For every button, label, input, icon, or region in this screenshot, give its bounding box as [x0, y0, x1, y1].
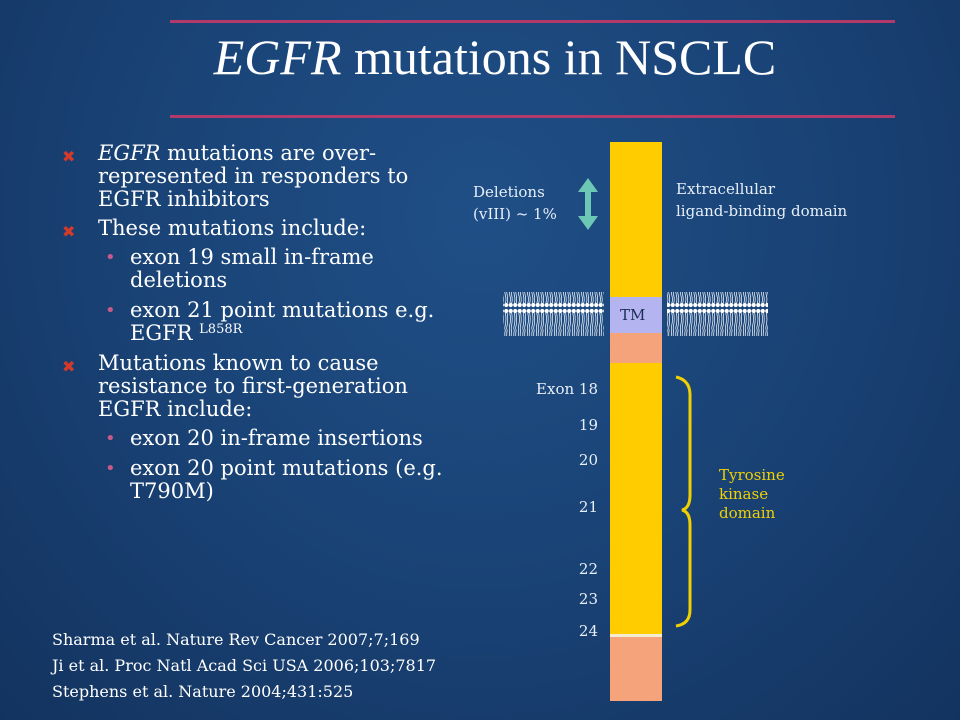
tm-label: TM [620, 306, 646, 324]
bullet-text: exon 21 point mutations e.g. EGFR [130, 298, 435, 345]
kinase-end-line [610, 634, 662, 637]
exon-label: 24 [578, 622, 598, 640]
bullet-item: ✖ EGFR mutations are over-represented in… [60, 142, 450, 211]
bullet-item: ✖ Mutations known to cause resistance to… [60, 352, 450, 421]
exon-label: Exon 18 [536, 380, 598, 398]
sub-bullet-item: • exon 21 point mutations e.g. EGFR L858… [60, 299, 450, 345]
tk-line: kinase [719, 485, 769, 503]
sub-bullet-item: • exon 19 small in-frame deletions [60, 246, 450, 292]
kinase-bracket [675, 375, 692, 628]
extracellular-line: ligand-binding domain [676, 202, 848, 220]
deletions-label: Deletions (vIII) ~ 1% [473, 181, 557, 225]
bullet-text: These mutations include: [98, 216, 367, 240]
exon-label: 22 [578, 560, 598, 578]
bullet-italic: EGFR [98, 141, 161, 165]
kinase-segment [610, 363, 662, 636]
bullet-text: Mutations known to cause resistance to f… [98, 351, 408, 421]
dot-bullet-icon: • [105, 458, 116, 479]
sub-bullet-item: • exon 20 in-frame insertions [60, 427, 450, 450]
bullet-text: mutations are over-represented in respon… [98, 141, 409, 211]
c-tail-segment [610, 637, 662, 701]
juxtamembrane-segment [610, 333, 662, 363]
tyrosine-kinase-label: Tyrosine kinase domain [719, 466, 785, 523]
x-bullet-icon: ✖ [62, 147, 76, 166]
mutation-superscript: L858R [199, 322, 243, 337]
extracellular-segment [610, 142, 662, 297]
membrane-left [503, 292, 604, 336]
reference-item: Sharma et al. Nature Rev Cancer 2007;7;1… [52, 630, 420, 649]
exon-label: 20 [578, 451, 598, 469]
bullet-list: ✖ EGFR mutations are over-represented in… [60, 142, 450, 510]
bullet-text: exon 20 point mutations (e.g. T790M) [130, 456, 443, 503]
exon-label: 23 [578, 590, 598, 608]
dot-bullet-icon: • [105, 428, 116, 449]
deletions-line: (vIII) ~ 1% [473, 205, 557, 223]
exon-label: 21 [578, 498, 598, 516]
extracellular-label: Extracellular ligand-binding domain [676, 178, 847, 222]
bullet-text: exon 19 small in-frame deletions [130, 245, 374, 292]
dot-bullet-icon: • [105, 247, 116, 268]
sub-bullet-item: • exon 20 point mutations (e.g. T790M) [60, 457, 450, 503]
tk-line: domain [719, 504, 776, 522]
bullet-item: ✖ These mutations include: [60, 216, 450, 242]
title-rest: mutations in NSCLC [341, 29, 777, 85]
exon-label: 19 [578, 416, 598, 434]
deletion-arrow-icon [578, 178, 598, 230]
membrane-right [667, 292, 768, 336]
extracellular-line: Extracellular [676, 180, 775, 198]
dot-bullet-icon: • [105, 300, 116, 321]
title-italic: EGFR [213, 29, 342, 85]
tm-segment [610, 297, 662, 333]
tk-line: Tyrosine [719, 466, 785, 484]
bullet-text: exon 20 in-frame insertions [130, 426, 423, 450]
reference-item: Stephens et al. Nature 2004;431:525 [52, 682, 354, 701]
title-rule-bottom [170, 115, 895, 118]
title-rule-top [170, 20, 895, 23]
x-bullet-icon: ✖ [62, 357, 76, 376]
page-title: EGFR mutations in NSCLC [0, 28, 960, 86]
reference-item: Ji et al. Proc Natl Acad Sci USA 2006;10… [52, 656, 437, 675]
deletions-line: Deletions [473, 183, 545, 201]
references: Sharma et al. Nature Rev Cancer 2007;7;1… [52, 627, 436, 705]
x-bullet-icon: ✖ [62, 222, 76, 241]
